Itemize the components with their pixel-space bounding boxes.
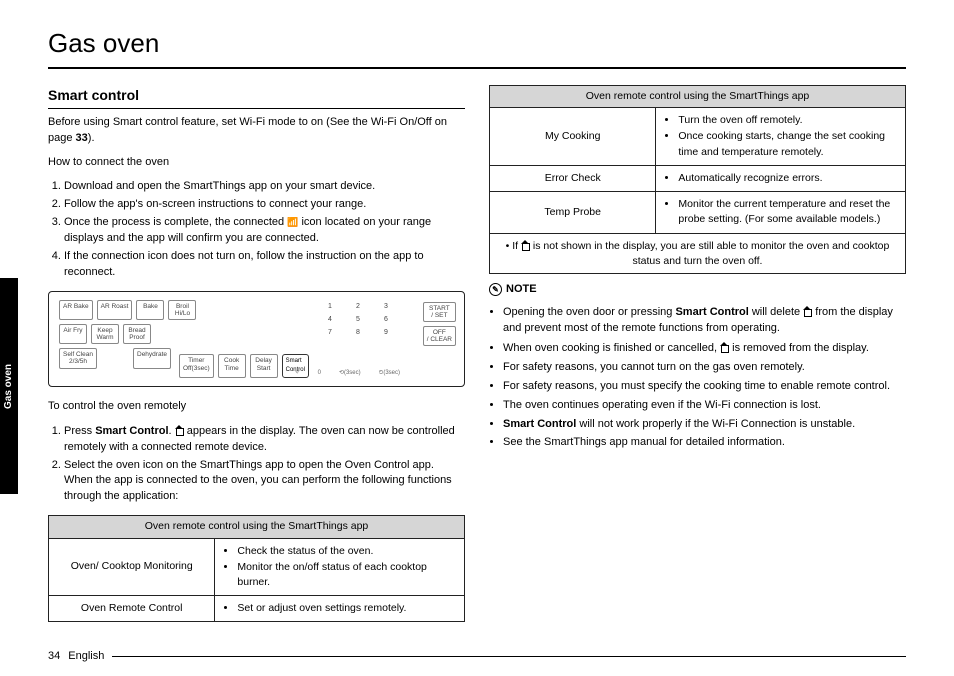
panel-btn: BreadProof	[123, 324, 151, 344]
panel-btn: KeepWarm	[91, 324, 119, 344]
page-lang: English	[68, 650, 104, 662]
panel-btn: Self Clean2/3/5h	[59, 348, 97, 368]
remote-heading: To control the oven remotely	[48, 399, 465, 415]
panel-btn: TimerOff(3sec)	[179, 354, 214, 377]
table2-r1-name: My Cooking	[490, 108, 656, 166]
divider-main	[48, 67, 906, 69]
step-4: If the connection icon does not turn on,…	[64, 249, 465, 281]
page-number: 34	[48, 650, 60, 662]
divider-sub	[48, 108, 465, 109]
table1-r1-name: Oven/ Cooktop Monitoring	[49, 538, 215, 596]
left-column: Smart control Before using Smart control…	[48, 85, 465, 630]
howto-steps: Download and open the SmartThings app on…	[48, 179, 465, 281]
panel-btn: Bake	[136, 300, 164, 320]
panel-keypad: 123 456 789	[322, 302, 394, 338]
step-2: Follow the app's on-screen instructions …	[64, 197, 465, 213]
remote-steps: Press Smart Control. appears in the disp…	[48, 423, 465, 506]
panel-start: START/ SET	[423, 302, 456, 322]
right-column: Oven remote control using the SmartThing…	[489, 85, 906, 630]
table1-r2-name: Oven Remote Control	[49, 596, 215, 622]
note-6: Smart Control will not work properly if …	[503, 417, 906, 433]
section-title: Smart control	[48, 85, 465, 105]
note-3: For safety reasons, you cannot turn on t…	[503, 360, 906, 376]
footer-line	[112, 656, 906, 657]
remote-step-1: Press Smart Control. appears in the disp…	[64, 423, 465, 456]
notes-list: Opening the oven door or pressing Smart …	[489, 304, 906, 452]
intro-text: Before using Smart control feature, set …	[48, 115, 465, 147]
note-icon: ✎	[489, 283, 502, 296]
note-5: The oven continues operating even if the…	[503, 398, 906, 414]
panel-btn: Dehydrate	[133, 348, 171, 368]
note-1: Opening the oven door or pressing Smart …	[503, 304, 906, 337]
note-2: When oven cooking is finished or cancell…	[503, 340, 906, 357]
page-title: Gas oven	[48, 28, 906, 59]
step-1: Download and open the SmartThings app on…	[64, 179, 465, 195]
table2-header: Oven remote control using the SmartThing…	[490, 86, 906, 108]
wifi-icon	[287, 216, 298, 228]
remote-step-2: Select the oven icon on the SmartThings …	[64, 458, 465, 506]
page-footer: 34 English	[48, 650, 906, 662]
side-tab-label: Gas oven	[4, 363, 15, 408]
home-icon	[803, 306, 812, 317]
table2-r3-name: Temp Probe	[490, 192, 656, 233]
home-icon	[720, 342, 729, 353]
table2-r2-name: Error Check	[490, 165, 656, 191]
home-icon	[175, 425, 184, 436]
panel-btn: BroilHi/Lo	[168, 300, 196, 320]
howto-heading: How to connect the oven	[48, 155, 465, 171]
note-4: For safety reasons, you must specify the…	[503, 379, 906, 395]
panel-btn: CookTime	[218, 354, 246, 377]
control-panel-diagram: AR Bake AR Roast Bake BroilHi/Lo Air Fry…	[48, 291, 465, 387]
functions-table-1: Oven remote control using the SmartThing…	[48, 515, 465, 622]
panel-btn: AR Bake	[59, 300, 93, 320]
panel-icons: ✧0⟲(3sec)⏲(3sec)	[295, 369, 400, 378]
table2-footnote: • If is not shown in the display, you ar…	[490, 233, 906, 273]
side-tab: Gas oven	[0, 278, 18, 494]
home-icon	[521, 240, 530, 251]
step-3: Once the process is complete, the connec…	[64, 215, 465, 247]
panel-off: OFF/ CLEAR	[423, 326, 456, 346]
panel-btn: DelayStart	[250, 354, 278, 377]
note-heading: ✎ NOTE	[489, 282, 906, 298]
table1-header: Oven remote control using the SmartThing…	[49, 516, 465, 538]
panel-btn: Air Fry	[59, 324, 87, 344]
note-7: See the SmartThings app manual for detai…	[503, 435, 906, 451]
panel-btn: AR Roast	[97, 300, 133, 320]
functions-table-2: Oven remote control using the SmartThing…	[489, 85, 906, 274]
